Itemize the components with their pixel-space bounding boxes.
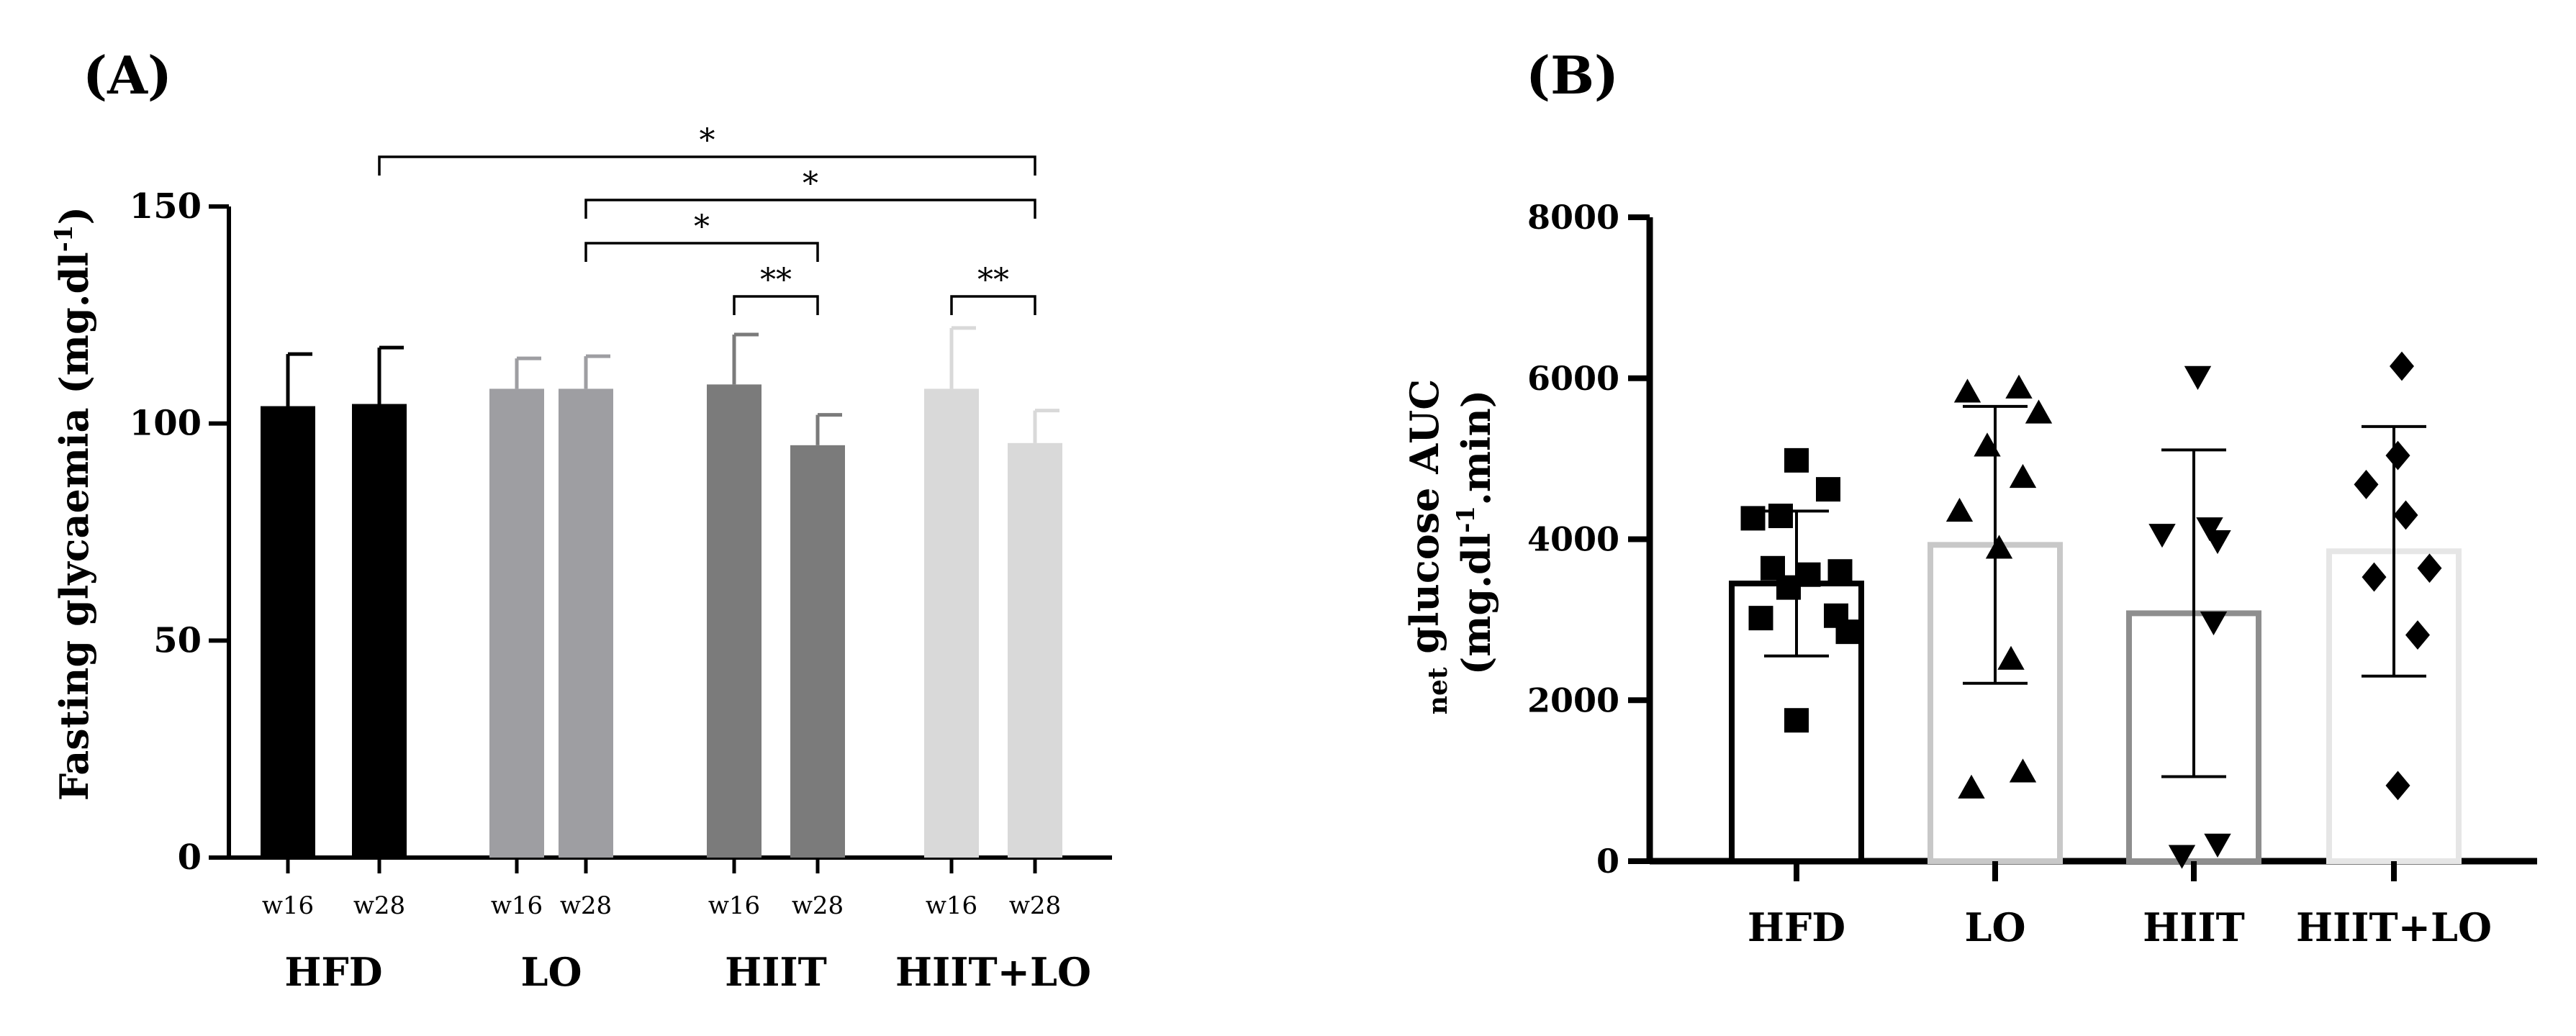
panel-b-data-point-diamond [2354, 470, 2379, 499]
panel-a-y-tick-label: 0 [178, 837, 202, 878]
panel-a-significance-bracket [584, 242, 819, 262]
panel-b-data-point-triangle-up [2025, 399, 2053, 424]
panel-b-data-point-square [1784, 447, 1809, 473]
panel-b-data-point-square [1768, 504, 1793, 529]
panel-a-timepoint-label: w28 [792, 891, 844, 920]
panel-a-y-tick-label: 100 [130, 404, 202, 444]
panel-b-data-point-diamond [2385, 440, 2410, 471]
panel-b-data-point-triangle-down [2200, 612, 2228, 636]
panel-b-data-point-triangle-up [1997, 645, 2025, 670]
panel-a-ylabel-sup: -1 [50, 224, 78, 252]
panel-a-bar [1008, 442, 1062, 858]
panel-a-label: (A) [83, 45, 172, 106]
panel-a-group-label: HIIT [725, 949, 827, 995]
panel-a-significance-bracket [950, 295, 1036, 315]
panel-b-data-point-triangle-up [1974, 432, 2001, 457]
panel-a-timepoint-label: w28 [560, 891, 612, 920]
panel-b-data-point-triangle-up [1985, 535, 2013, 559]
panel-b-data-point-square [1776, 575, 1801, 600]
panel-b-points [1740, 351, 2442, 869]
panel-a-significance-marker: ** [977, 262, 1009, 299]
panel-b-data-point-square [1748, 606, 1773, 631]
panel-a-ylabel-text: Fasting glycaemia (mg.dl [51, 252, 97, 801]
panel-b-data-point-triangle-up [2009, 463, 2037, 489]
panel-b-data-point-diamond [2417, 553, 2442, 583]
panel-a-timepoint-label: w16 [708, 891, 760, 920]
panel-b-data-point-diamond [2362, 562, 2387, 592]
panel-b-data-point-triangle-down [2204, 833, 2231, 858]
panel-a-group-label: HIIT+LO [895, 949, 1091, 995]
panel-a-significance-bracket [378, 155, 1036, 176]
panel-a-timepoint-label: w28 [353, 891, 405, 920]
panel-a-bar [489, 388, 544, 858]
panel-a-timepoint-label: w16 [926, 891, 977, 920]
panel-b-data-point-square [1740, 506, 1766, 531]
panel-b-y-tick-label: 4000 [1527, 520, 1619, 559]
panel-b-y-tick-label: 0 [1596, 842, 1619, 881]
panel-b-category-label: HIIT+LO [2296, 904, 2492, 950]
panel-a-timepoint-label: w28 [1009, 891, 1061, 920]
panel-b-data-point-square [1835, 619, 1861, 645]
panel-b-category-label: LO [1964, 904, 2025, 950]
panel-b-category-label: HFD [1748, 904, 1845, 950]
panel-a-ylabel: Fasting glycaemia (mg.dl-1) [50, 206, 97, 801]
panel-a-timepoint-label: w16 [491, 891, 543, 920]
panel-b-data-point-triangle-down [2168, 845, 2196, 869]
panel-a-significance-marker: * [700, 122, 715, 159]
panel-a-bars: w16 w28 w16 w28 w16 w28 w16 w28 HFD LO HIIT HIIT+LO [261, 326, 1091, 995]
panel-a-bar [790, 445, 845, 858]
panel-b-data-point-triangle-down [2204, 530, 2231, 555]
panel-a-bar [559, 388, 613, 858]
panel-b-data-point-triangle-up [1958, 774, 1985, 799]
panel-b-label: (B) [1526, 45, 1619, 106]
panel-b-data-point-diamond [2405, 620, 2430, 650]
panel-b-data-point-triangle-down [2196, 517, 2223, 542]
panel-b-ylabel-line2: (mg.dl-1.min) [1452, 390, 1499, 676]
panel-a-y-tick-label: 50 [153, 620, 202, 660]
panel-b-data-point-square [1784, 708, 1809, 733]
panel-a-bar [352, 404, 407, 858]
panel-b-ylabel-text2: (mg.dl [1453, 533, 1499, 676]
panel-a: (A) Fasting glycaemia (mg.dl-1) 0 50 100 15… [50, 45, 1112, 995]
panel-a-bar [261, 406, 315, 858]
panel-b-ylabel-line1: net glucose AUC [1401, 379, 1453, 714]
panel-a-significance-bracket [733, 295, 819, 315]
panel-b-category-label: HIIT [2143, 904, 2245, 950]
panel-b-y-tick-label: 8000 [1527, 198, 1619, 237]
panel-b-data-point-triangle-down [2148, 524, 2176, 548]
panel-a-significance: ***** ** [378, 122, 1036, 315]
panel-b-bars: HFD LO HIIT HIIT+LO [1729, 404, 2492, 950]
panel-b-data-point-diamond [2390, 351, 2414, 381]
panel-b-data-point-triangle-up [1945, 497, 1974, 522]
panel-b-data-point-triangle-up [2009, 758, 2037, 783]
panel-a-significance-bracket [584, 199, 1036, 219]
panel-a-bar [924, 388, 979, 858]
panel-a-timepoint-label: w16 [262, 891, 314, 920]
panel-b-data-point-square [1827, 559, 1853, 584]
panel-b-data-point-diamond [2385, 771, 2410, 801]
panel-a-bar [707, 384, 761, 858]
panel-b-data-point-diamond [2393, 500, 2418, 530]
panel-b-data-point-triangle-up [1953, 378, 1981, 403]
panel-b-ylabel-sup: -1 [1452, 506, 1481, 533]
panel-a-group-label: HFD [284, 949, 382, 995]
panel-a-ylabel-end: ) [51, 206, 97, 225]
panel-a-significance-marker: * [694, 209, 710, 245]
panel-a-group-label: LO [520, 949, 582, 995]
panel-b-ylabel-text1: glucose AUC [1401, 379, 1447, 668]
panel-b: (B) net glucose AUC (mg.dl-1.min) 0 2000 4… [1401, 45, 2537, 950]
panel-b-y-tick-label: 2000 [1527, 681, 1619, 719]
panel-a-significance-marker: ** [760, 262, 792, 299]
panel-a-significance-marker: * [803, 165, 818, 202]
panel-b-data-point-square [1816, 477, 1840, 502]
panel-b-data-point-triangle-down [2184, 365, 2212, 390]
panel-b-data-point-triangle-up [2005, 374, 2033, 399]
panel-b-y-tick-label: 6000 [1527, 359, 1619, 398]
panel-b-ylabel-prefix: net [1423, 667, 1453, 714]
panel-b-ylabel-end: .min) [1453, 390, 1499, 506]
panel-a-y-tick-label: 150 [130, 186, 202, 227]
